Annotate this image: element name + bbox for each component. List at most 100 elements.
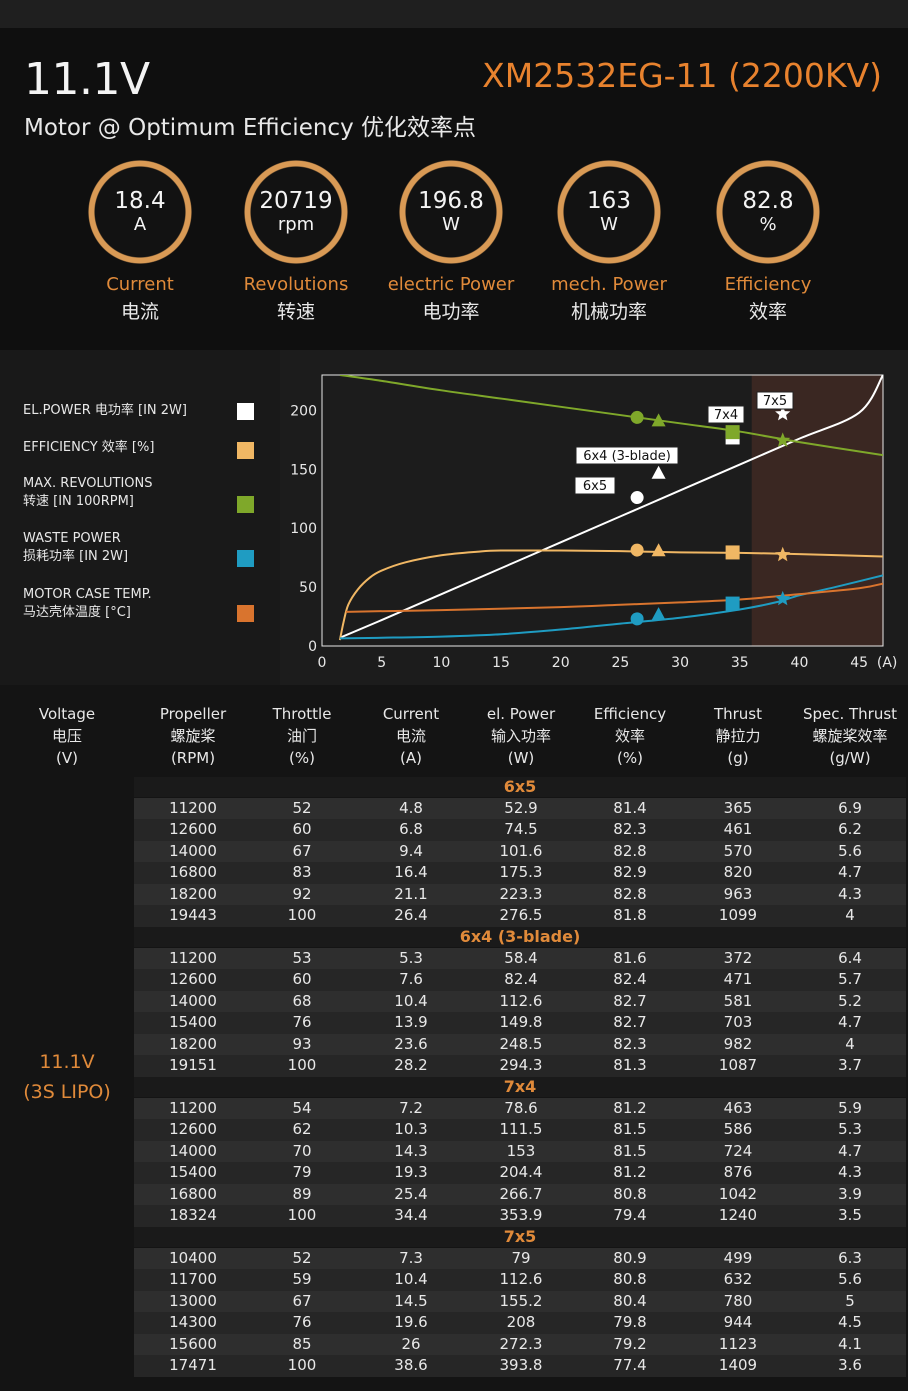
table-cell: 276.5	[499, 906, 543, 924]
table-row: 14000 70 14.3 153 81.5 724 4.7	[134, 1140, 906, 1162]
table-cell: 17471	[169, 1356, 217, 1374]
table-cell: 112.6	[499, 991, 543, 1010]
plot-area: 0 5 10 15 20 25 30 35 40 45 (A) 0 50 100 150 200 6x5 6x4 …	[280, 350, 908, 685]
table-cell: 463	[723, 1098, 753, 1117]
column-header: Propeller 螺旋桨 (RPM)	[134, 703, 252, 769]
table-cell: 248.5	[499, 1034, 543, 1053]
table-cell: 82.7	[613, 1013, 647, 1031]
series-line-efficiency	[338, 549, 883, 641]
column-header-unit: (V)	[56, 749, 78, 767]
table-cell: 18324	[169, 1206, 217, 1224]
table-cell: 4.5	[838, 1313, 862, 1331]
table-row: 15400 79 19.3 204.4 81.2 876 4.3	[134, 1162, 906, 1184]
column-header-unit: (%)	[289, 749, 315, 767]
column-header: Thrust 静拉力 (g)	[684, 703, 792, 769]
table-cell: 1240	[718, 1206, 758, 1224]
table-cell: 111.5	[499, 1120, 543, 1138]
table-cell: 53	[292, 948, 312, 967]
y-tick-label: 0	[308, 639, 317, 655]
table-cell: 12600	[169, 970, 217, 988]
x-tick-label: 30	[671, 655, 689, 671]
table-cell: 79.4	[613, 1206, 647, 1224]
metric-ring: 163 W	[557, 160, 661, 264]
table-cell: 82.4	[504, 970, 538, 988]
metric-unit: W	[442, 214, 460, 235]
voltage-title: 11.1V	[24, 54, 150, 105]
table-cell: 372	[723, 948, 753, 967]
data-table: Voltage 电压 (V) Propeller 螺旋桨 (RPM) Throttle 油门 (…	[0, 685, 908, 1391]
table-cell: 60	[292, 970, 312, 988]
top-bar	[0, 0, 908, 28]
table-cell: 570	[723, 841, 753, 860]
column-header: Current 电流 (A)	[356, 703, 466, 769]
column-header-cn: 油门	[286, 727, 317, 745]
callout-label: 6x5	[583, 479, 607, 494]
table-cell: 82.8	[613, 841, 647, 860]
legend-item-waste-power: WASTE POWER 损耗功率 [IN 2W]	[23, 530, 128, 566]
table-cell: 461	[723, 820, 753, 838]
table-cell: 79.8	[613, 1313, 647, 1331]
table-cell: 4.1	[838, 1334, 862, 1353]
table-cell: 12600	[169, 1120, 217, 1138]
table-cell: 153	[506, 1141, 536, 1160]
column-header-cn: 效率	[614, 727, 645, 745]
table-cell: 3.6	[838, 1356, 862, 1374]
voltage-cell: 11.1V (3S LIPO)	[0, 1047, 134, 1107]
column-header-en: Spec. Thrust	[802, 705, 898, 723]
chart-section: EL.POWER 电功率 [IN 2W] EFFICIENCY 效率 [%] M…	[0, 350, 908, 685]
table-row: 19443 100 26.4 276.5 81.8 1099 4	[134, 905, 906, 927]
x-tick-label: 10	[432, 655, 450, 671]
x-tick-label: 45	[850, 655, 868, 671]
table-cell: 79.2	[613, 1334, 647, 1353]
marker-waste-power	[651, 607, 666, 621]
table-cell: 82.4	[613, 970, 647, 988]
propeller-group-header: 6x5	[134, 777, 906, 797]
table-cell: 80.8	[613, 1184, 647, 1203]
table-row: 12600 60 6.8 74.5 82.3 461 6.2	[134, 819, 906, 841]
table-cell: 944	[723, 1313, 753, 1331]
table-cell: 76	[292, 1313, 312, 1331]
metric-ring: 196.8 W	[399, 160, 503, 264]
column-header-en: Propeller	[159, 705, 227, 723]
table-cell: 876	[723, 1163, 753, 1181]
table-cell: 3.7	[838, 1056, 862, 1074]
table-row: 18200 93 23.6 248.5 82.3 982 4	[134, 1033, 906, 1055]
marker-revolutions	[630, 410, 644, 424]
table-cell: 79	[292, 1163, 312, 1181]
table-row: 11200 52 4.8 52.9 81.4 365 6.9	[134, 797, 906, 819]
table-cell: 14000	[169, 1141, 217, 1160]
battery-type: (3S LIPO)	[23, 1081, 111, 1103]
marker-el-power	[775, 405, 791, 421]
table-cell: 101.6	[499, 841, 543, 860]
table-cell: 9.4	[399, 841, 423, 860]
table-cell: 18200	[169, 884, 217, 903]
metric-value: 82.8	[742, 188, 794, 214]
table-cell: 81.2	[613, 1098, 647, 1117]
table-cell: 5.7	[838, 970, 862, 988]
table-cell: 13000	[169, 1291, 217, 1310]
table-cell: 25.4	[394, 1184, 428, 1203]
table-row: 17471 100 38.6 393.8 77.4 1409 3.6	[134, 1355, 906, 1377]
x-axis-label: (A)	[877, 655, 898, 671]
table-cell: 581	[723, 991, 753, 1010]
table-cell: 34.4	[394, 1206, 428, 1224]
marker-revolutions	[651, 413, 666, 427]
legend-swatch-el-power	[237, 403, 254, 420]
table-row: 13000 67 14.5 155.2 80.4 780 5	[134, 1290, 906, 1312]
metric-label-cn: 机械功率	[570, 301, 647, 323]
table-cell: 4.3	[838, 884, 862, 903]
table-cell: 499	[723, 1248, 753, 1267]
x-tick-label: 0	[318, 655, 327, 671]
metric-value: 20719	[259, 188, 333, 214]
table-cell: 78.6	[504, 1098, 538, 1117]
table-cell: 5.6	[838, 1270, 862, 1288]
marker-el-power	[651, 465, 666, 479]
metric-label-cn: 电功率	[422, 301, 480, 323]
y-tick-label: 100	[290, 521, 317, 537]
metric-unit: %	[759, 214, 777, 235]
metric-current: 18.4 A Current 电流	[65, 160, 215, 324]
subtitle: Motor @ Optimum Efficiency 优化效率点	[24, 115, 476, 141]
table-cell: 67	[292, 841, 312, 860]
table-cell: 54	[292, 1098, 312, 1117]
table-row: 14000 67 9.4 101.6 82.8 570 5.6	[134, 840, 906, 862]
